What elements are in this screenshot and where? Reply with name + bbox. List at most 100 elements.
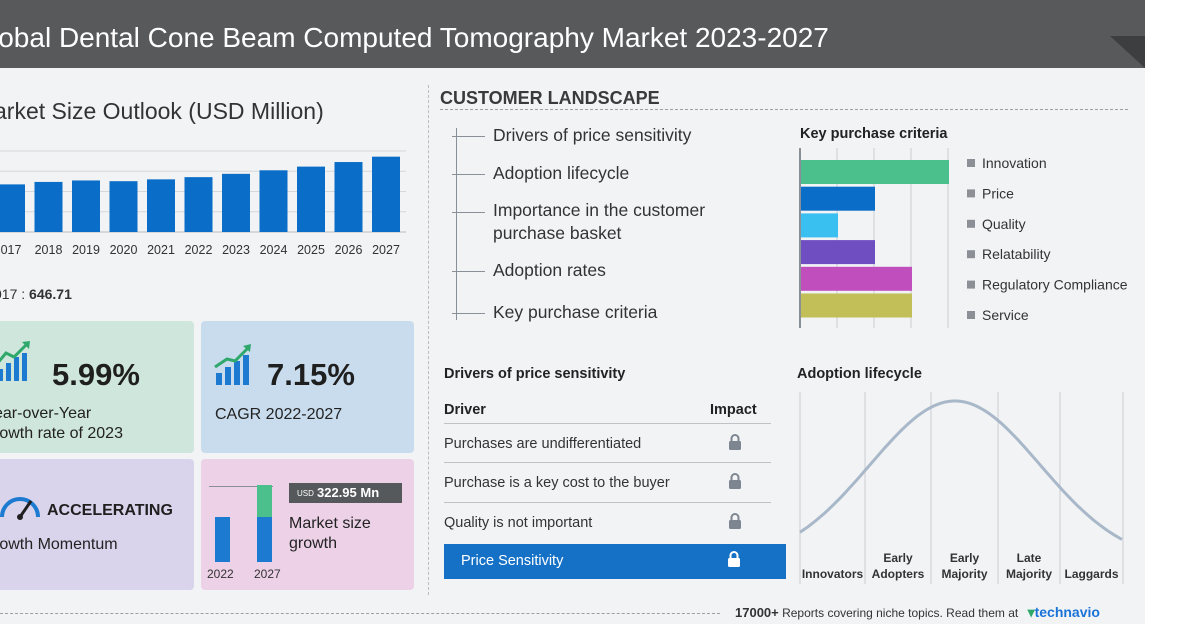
legend-label: Innovation xyxy=(982,155,1047,171)
impact-column-header: Impact xyxy=(710,402,757,418)
lock-icon xyxy=(728,551,740,567)
criteria-bar xyxy=(801,293,912,318)
driver-text: Purchases are undifferentiated xyxy=(444,436,642,452)
legend-swatch-icon xyxy=(967,280,975,289)
year-tick-label: 017 xyxy=(1,243,22,257)
criteria-bar xyxy=(801,266,912,291)
growth-label-line1: Market size xyxy=(289,515,371,532)
year-tick-label: 2027 xyxy=(372,243,400,257)
legend-swatch-icon xyxy=(967,311,975,319)
speedometer-icon xyxy=(0,497,40,520)
legend-swatch-icon xyxy=(967,250,975,259)
customer-landscape-title: CUSTOMER LANDSCAPE xyxy=(440,88,660,108)
report-count: 17000+ xyxy=(735,605,779,620)
growth-guide-line xyxy=(209,486,273,487)
usd-tag: USD xyxy=(297,489,314,498)
cagr-label: CAGR 2022-2027 xyxy=(215,406,343,423)
column-divider xyxy=(428,85,429,595)
legend-swatch-icon xyxy=(967,189,975,198)
brand-name[interactable]: technavio xyxy=(1034,604,1100,620)
market-bar xyxy=(72,180,100,232)
lifecycle-stage-label: Laggards xyxy=(1064,567,1118,581)
yoy-label-line1: ear-over-Year xyxy=(0,405,92,422)
legend-label: Price xyxy=(982,185,1014,201)
market-bar xyxy=(259,170,288,232)
cagr-chart-icon xyxy=(214,344,251,385)
market-bar xyxy=(334,162,363,232)
lifecycle-stage-label: Early xyxy=(883,551,913,565)
driver-column-header: Driver xyxy=(444,402,486,418)
technavio-logo-icon: ▾ xyxy=(1027,604,1035,620)
market-bar xyxy=(0,184,25,232)
usd-value-badge: USD 322.95 Mn xyxy=(289,483,402,503)
lock-icon xyxy=(729,434,741,450)
year-tick-label: 2018 xyxy=(35,243,63,257)
table-row: Purchases are undifferentiated xyxy=(444,423,771,463)
footer-text: Reports covering niche topics. Read them… xyxy=(782,606,1019,620)
lifecycle-stage-label: Innovators xyxy=(802,567,864,581)
landscape-item: Drivers of price sensitivity xyxy=(493,125,692,145)
lock-icon xyxy=(729,473,741,489)
legend-swatch-icon xyxy=(967,159,975,167)
year-tick-label: 2024 xyxy=(260,243,288,257)
criteria-bar xyxy=(801,186,875,211)
landscape-item: Adoption lifecycle xyxy=(493,163,630,183)
footer-divider xyxy=(0,613,720,614)
criteria-bar xyxy=(801,240,875,265)
lifecycle-stage-label: Majority xyxy=(1006,567,1052,581)
growth-chart-icon xyxy=(0,341,30,381)
legend-swatch-icon xyxy=(967,219,975,228)
growth-label-line2: growth xyxy=(289,535,338,552)
bar-2022 xyxy=(215,517,230,562)
cagr-tile: 7.15% CAGR 2022-2027 xyxy=(201,321,414,453)
base-year-value: 017 : 646.71 xyxy=(0,286,72,302)
customer-landscape-rule xyxy=(440,109,1128,110)
momentum-title: ACCELERATING xyxy=(47,502,173,519)
market-size-title: arket Size Outlook (USD Million) xyxy=(0,98,324,124)
landscape-item: Adoption rates xyxy=(493,260,606,280)
adoption-lifecycle-chart: Innovators Early Adopters Early Majority Late… xyxy=(799,392,1124,584)
lifecycle-stage-label: Majority xyxy=(941,567,987,581)
landscape-item: Key purchase criteria xyxy=(493,302,658,322)
base-value: 646.71 xyxy=(29,286,72,302)
legend-label: Regulatory Compliance xyxy=(982,277,1128,293)
price-sensitivity-highlight: Price Sensitivity xyxy=(444,544,786,579)
lock-icon xyxy=(729,513,741,529)
landscape-tick xyxy=(452,174,485,175)
momentum-label: rowth Momentum xyxy=(0,536,118,553)
bar-2027-increment xyxy=(257,485,272,517)
bar-2027-base xyxy=(257,517,272,562)
growth-year-start: 2022 xyxy=(207,567,234,581)
landscape-tick xyxy=(452,271,485,272)
year-tick-label: 2021 xyxy=(147,243,175,257)
market-bar xyxy=(372,156,400,232)
market-bar xyxy=(222,173,250,232)
year-tick-label: 2019 xyxy=(72,243,100,257)
landscape-tick xyxy=(452,136,485,137)
usd-amount: 322.95 Mn xyxy=(317,485,380,500)
table-row: Purchase is a key cost to the buyer xyxy=(444,462,771,502)
yoy-value: 5.99% xyxy=(52,357,140,392)
legend-label: Quality xyxy=(982,216,1026,232)
growth-year-end: 2027 xyxy=(254,567,281,581)
year-tick-label: 2026 xyxy=(335,243,363,257)
market-bar xyxy=(109,181,138,232)
market-bar xyxy=(147,179,175,232)
footer: 17000+ Reports covering niche topics. Re… xyxy=(735,604,1100,621)
market-growth-tile: 2022 2027 USD 322.95 Mn Market size grow… xyxy=(201,459,414,590)
adoption-curve xyxy=(799,399,1123,541)
landscape-item: Importance in the customer purchase bask… xyxy=(493,200,706,243)
market-size-chart: 017 2018 2019 2020 2021 2022 2023 2024 2025 2026 2… xyxy=(0,150,406,257)
driver-text: Quality is not important xyxy=(444,515,593,531)
landscape-timeline-line xyxy=(456,128,457,320)
title-fold-decoration xyxy=(1110,36,1145,68)
landscape-tick xyxy=(452,313,485,314)
year-tick-label: 2025 xyxy=(297,243,325,257)
yoy-label-line2: rowth rate of 2023 xyxy=(0,425,123,442)
market-bar xyxy=(297,166,325,232)
key-purchase-criteria-chart: Innovation Price Quality Relatability Regula… xyxy=(799,148,1128,328)
landscape-tick xyxy=(452,212,485,213)
market-bar xyxy=(184,177,213,232)
legend-label: Service xyxy=(982,307,1029,323)
page-title: lobal Dental Cone Beam Computed Tomograp… xyxy=(0,22,829,53)
